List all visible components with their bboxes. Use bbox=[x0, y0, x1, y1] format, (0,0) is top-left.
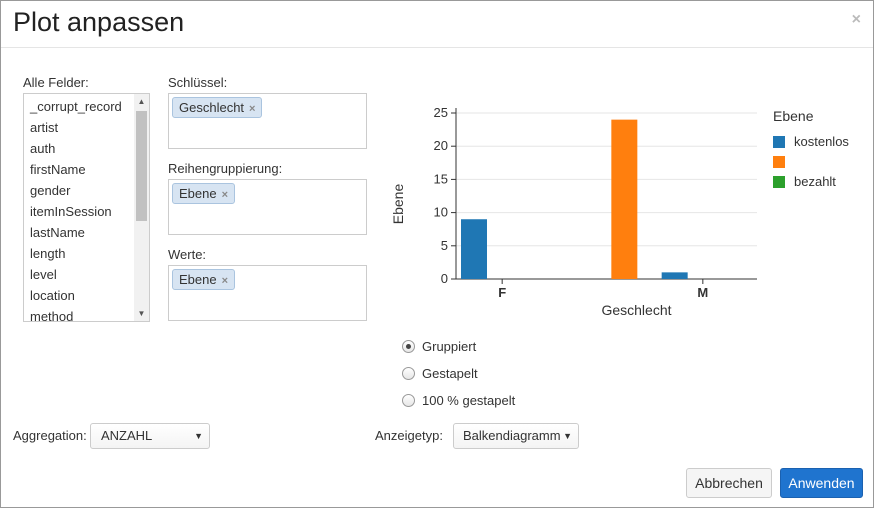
field-item[interactable]: level bbox=[30, 267, 57, 282]
x-tick-label: M bbox=[697, 285, 708, 300]
remove-tag-icon[interactable]: × bbox=[249, 103, 256, 115]
values-tag-label: Ebene bbox=[179, 272, 217, 287]
field-item[interactable]: artist bbox=[30, 120, 59, 135]
field-item[interactable]: method bbox=[30, 309, 74, 322]
display-type-value: Balkendiagramm bbox=[463, 428, 561, 443]
apply-button[interactable]: Anwenden bbox=[780, 468, 863, 498]
field-item[interactable]: auth bbox=[30, 141, 56, 156]
field-item[interactable]: firstName bbox=[30, 162, 86, 177]
field-item[interactable]: location bbox=[30, 288, 75, 303]
legend-label: bezahlt bbox=[794, 174, 836, 189]
keys-label: Schlüssel: bbox=[168, 75, 228, 90]
all-fields-label: Alle Felder: bbox=[23, 75, 89, 90]
field-item[interactable]: length bbox=[30, 246, 66, 261]
legend-swatch bbox=[773, 176, 785, 188]
x-axis-label: Geschlecht bbox=[601, 302, 671, 318]
series-grouping-label: Reihengruppierung: bbox=[168, 161, 283, 176]
radio-label: Gruppiert bbox=[422, 339, 477, 354]
field-item[interactable]: itemInSession bbox=[30, 204, 112, 219]
y-tick-label: 5 bbox=[441, 238, 448, 253]
remove-tag-icon[interactable]: × bbox=[221, 189, 229, 201]
chevron-down-icon: ▼ bbox=[563, 431, 572, 441]
chevron-down-icon: ▼ bbox=[194, 431, 203, 441]
radio-label: Gestapelt bbox=[422, 366, 478, 381]
dialog-header: Plot anpassen × bbox=[1, 1, 873, 48]
series-grouping-tag[interactable]: Ebene × bbox=[172, 183, 236, 204]
field-item[interactable]: gender bbox=[30, 183, 71, 198]
series-grouping-tag-label: Ebene bbox=[179, 186, 217, 201]
y-tick-label: 20 bbox=[434, 138, 448, 153]
aggregation-select[interactable]: ANZAHL ▼ bbox=[90, 423, 210, 449]
bar-chart: 0 5 10 15 20 25 F M Geschlecht Ebene Ebene kosten… bbox=[381, 93, 871, 323]
keys-tag-label: Geschlecht bbox=[179, 100, 245, 115]
scroll-up-arrow-icon[interactable]: ▲ bbox=[137, 97, 146, 106]
y-tick-label: 0 bbox=[441, 271, 448, 286]
radio-button[interactable] bbox=[402, 367, 415, 380]
bar bbox=[661, 272, 688, 279]
radio-label: 100 % gestapelt bbox=[422, 393, 516, 408]
y-tick-label: 25 bbox=[434, 105, 448, 120]
dialog-title: Plot anpassen bbox=[13, 7, 185, 37]
legend-label: kostenlos bbox=[794, 134, 849, 149]
bar bbox=[611, 119, 638, 279]
cancel-button[interactable]: Abbrechen bbox=[686, 468, 772, 498]
aggregation-value: ANZAHL bbox=[101, 428, 153, 443]
y-tick-label: 10 bbox=[434, 205, 448, 220]
radio-button[interactable] bbox=[402, 394, 415, 407]
chart-plot-area: 0 5 10 15 20 25 F M Geschlecht Ebene bbox=[390, 105, 757, 318]
series-grouping-dropzone[interactable]: Ebene × bbox=[168, 179, 367, 235]
y-axis-label: Ebene bbox=[390, 184, 406, 225]
legend-title: Ebene bbox=[773, 108, 814, 124]
radio-button[interactable] bbox=[402, 340, 415, 353]
field-item[interactable]: _corrupt_record bbox=[30, 99, 122, 114]
aggregation-label: Aggregation: bbox=[13, 428, 87, 443]
remove-tag-icon[interactable]: × bbox=[221, 275, 229, 287]
values-dropzone[interactable]: Ebene × bbox=[168, 265, 367, 321]
legend-swatch bbox=[773, 136, 785, 148]
fields-scrollbar[interactable]: ▲ ▼ bbox=[134, 94, 149, 321]
y-tick-label: 15 bbox=[434, 171, 448, 186]
x-tick-label: F bbox=[498, 285, 506, 300]
legend-swatch bbox=[773, 156, 785, 168]
scroll-down-arrow-icon[interactable]: ▼ bbox=[137, 309, 146, 318]
bar bbox=[461, 219, 487, 279]
display-type-select[interactable]: Balkendiagramm ▼ bbox=[453, 423, 579, 449]
values-label: Werte: bbox=[168, 247, 207, 262]
close-icon[interactable]: × bbox=[851, 11, 861, 28]
values-tag[interactable]: Ebene × bbox=[172, 269, 236, 290]
keys-dropzone[interactable]: Geschlecht × bbox=[168, 93, 367, 149]
scroll-thumb[interactable] bbox=[136, 111, 147, 221]
display-type-label: Anzeigetyp: bbox=[375, 428, 443, 443]
keys-tag[interactable]: Geschlecht × bbox=[172, 97, 263, 118]
field-item[interactable]: lastName bbox=[30, 225, 85, 240]
